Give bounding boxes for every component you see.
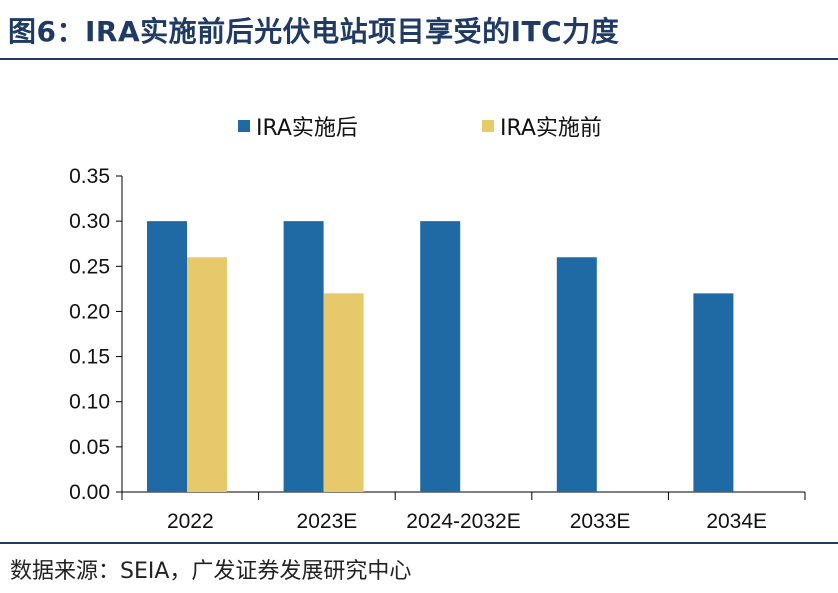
- legend-label-before: IRA实施前: [500, 116, 602, 141]
- legend-label-after: IRA实施后: [256, 116, 358, 141]
- bar-chart: 0.00 0.05 0.10 0.15 0.20 0.25 0.30 0.35 2022 2023…: [69, 165, 806, 533]
- x-tick-label: 2034E: [706, 510, 767, 533]
- y-tick-label: 0.00: [69, 481, 110, 504]
- y-tick-label: 0.25: [69, 255, 110, 278]
- x-tick-label: 2022: [167, 510, 214, 533]
- bar-after: [693, 293, 734, 492]
- bar-after: [420, 221, 461, 492]
- legend-item-before: IRA实施前: [482, 110, 602, 142]
- bar-before: [187, 257, 227, 492]
- x-tick-label: 2024-2032E: [406, 510, 520, 533]
- y-tick-label: 0.20: [69, 300, 110, 323]
- y-tick-label: 0.15: [69, 346, 110, 369]
- legend-item-after: IRA实施后: [238, 110, 358, 142]
- x-tick-label: 2033E: [570, 510, 631, 533]
- bar-after: [283, 221, 324, 492]
- y-tick-label: 0.10: [69, 391, 110, 414]
- bar-after: [556, 257, 597, 492]
- source-note: 数据来源：SEIA，广发证券发展研究中心: [10, 559, 412, 584]
- y-tick-label: 0.30: [69, 210, 110, 233]
- title-divider: [0, 58, 838, 60]
- legend-swatch-after: [238, 120, 250, 132]
- y-tick-label: 0.35: [69, 165, 110, 188]
- bar-after: [147, 221, 187, 492]
- source-divider: [0, 542, 838, 544]
- chart-legend: IRA实施后 IRA实施前: [0, 110, 838, 142]
- figure-title: 图6：IRA实施前后光伏电站项目享受的ITC力度: [8, 15, 620, 48]
- y-tick-label: 0.05: [69, 436, 110, 459]
- legend-swatch-before: [482, 120, 494, 132]
- x-tick-label: 2023E: [297, 510, 358, 533]
- bar-before: [323, 293, 364, 492]
